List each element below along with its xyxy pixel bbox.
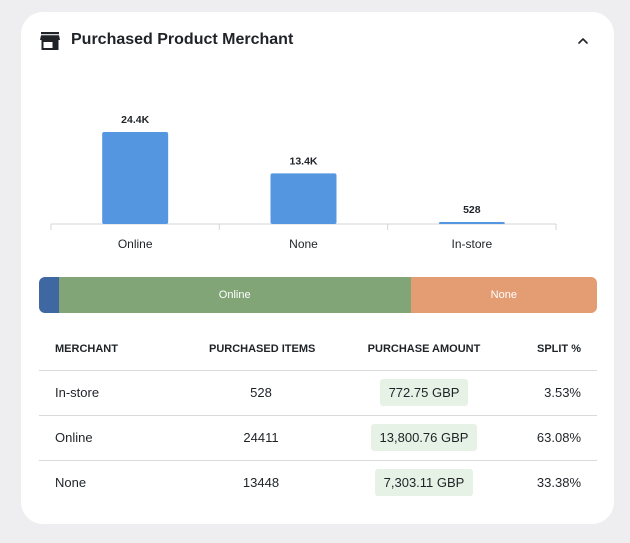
x-tick-label: Online <box>118 237 153 251</box>
bar-none[interactable] <box>270 173 337 224</box>
amount-pill: 772.75 GBP <box>379 379 469 406</box>
header-purchased-items: PURCHASED ITEMS <box>209 343 316 355</box>
widget-header: Purchased Product Merchant <box>21 12 614 72</box>
table-row: In-store 528 772.75 GBP 3.53% <box>39 371 597 416</box>
table-header-row: MERCHANT PURCHASED ITEMS PURCHASE AMOUNT… <box>39 328 597 371</box>
chevron-up-icon[interactable] <box>574 32 592 50</box>
header-merchant: MERCHANT <box>55 343 118 355</box>
header-purchase-amount: PURCHASE AMOUNT <box>367 343 481 355</box>
split-cell: 63.08% <box>536 430 581 445</box>
split-segment-in-store[interactable] <box>39 277 59 313</box>
merchant-widget-card: Purchased Product Merchant 24.4K Online 13… <box>21 12 614 524</box>
bar-data-label: 24.4K <box>121 114 149 126</box>
items-cell: 24411 <box>243 430 279 445</box>
x-tick-label: None <box>289 237 318 251</box>
split-segment-online[interactable]: Online <box>58 277 411 313</box>
x-tick-label: In-store <box>451 237 492 251</box>
items-cell: 528 <box>250 385 272 400</box>
table-row: Online 24411 13,800.76 GBP 63.08% <box>39 416 597 461</box>
merchant-cell: None <box>55 475 87 490</box>
split-cell: 3.53% <box>544 385 581 400</box>
split-cell: 33.38% <box>536 475 581 490</box>
store-icon <box>40 32 60 50</box>
bar-data-label: 13.4K <box>289 155 317 167</box>
amount-pill: 13,800.76 GBP <box>370 424 478 451</box>
items-cell: 13448 <box>242 475 280 490</box>
merchant-cell: In-store <box>55 385 100 400</box>
widget-title: Purchased Product Merchant <box>71 31 294 48</box>
merchant-bar-chart: 24.4K Online 13.4K None 528 In-store <box>50 114 557 251</box>
bar-in-store[interactable] <box>438 222 505 224</box>
split-stacked-bar: Online None <box>39 277 597 313</box>
amount-cell: 13,800.76 GBP <box>359 424 489 451</box>
merchant-cell: Online <box>55 430 93 445</box>
bar-online[interactable] <box>102 132 169 224</box>
bar-data-label: 528 <box>463 204 481 216</box>
split-segment-none[interactable]: None <box>410 277 597 313</box>
amount-pill: 7,303.11 GBP <box>374 469 474 496</box>
header-split: SPLIT % <box>536 343 581 355</box>
merchant-table: MERCHANT PURCHASED ITEMS PURCHASE AMOUNT… <box>39 328 597 505</box>
table-row: None 13448 7,303.11 GBP 33.38% <box>39 461 597 505</box>
amount-cell: 772.75 GBP <box>359 379 489 406</box>
amount-cell: 7,303.11 GBP <box>359 469 489 496</box>
